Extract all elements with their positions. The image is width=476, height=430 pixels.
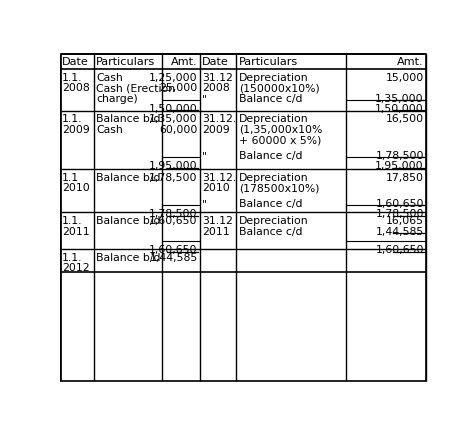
Text: 31.12.: 31.12. <box>202 172 236 183</box>
Text: 1,78,500: 1,78,500 <box>149 209 197 219</box>
Text: ": " <box>202 150 207 160</box>
Text: Depreciation: Depreciation <box>238 172 307 183</box>
Text: 16,065: 16,065 <box>385 215 423 226</box>
Text: 60,000: 60,000 <box>159 125 197 135</box>
Text: Amt.: Amt. <box>170 57 197 67</box>
Text: Amt.: Amt. <box>397 57 423 67</box>
Text: 1.1: 1.1 <box>62 172 79 183</box>
Text: 1,60,650: 1,60,650 <box>375 245 423 255</box>
Text: 1,25,000: 1,25,000 <box>149 73 197 83</box>
Text: 1.1.: 1.1. <box>62 252 82 262</box>
Text: Balance b/d: Balance b/d <box>96 114 160 124</box>
Text: Cash: Cash <box>96 125 122 135</box>
Text: 1,78,500: 1,78,500 <box>375 209 423 219</box>
Text: 1,44,585: 1,44,585 <box>149 252 197 262</box>
Text: Balance c/d: Balance c/d <box>238 150 301 160</box>
Text: 1.1.: 1.1. <box>62 215 82 226</box>
Text: 2009: 2009 <box>62 125 89 135</box>
Text: 1,60,650: 1,60,650 <box>149 245 197 255</box>
Text: 31.12: 31.12 <box>202 73 233 83</box>
Text: 1.1.: 1.1. <box>62 114 82 124</box>
Text: 2011: 2011 <box>202 226 229 236</box>
Text: 31.12: 31.12 <box>202 215 233 226</box>
Text: 2011: 2011 <box>62 226 89 236</box>
Text: Particulars: Particulars <box>238 57 298 68</box>
Text: Depreciation: Depreciation <box>238 114 307 124</box>
Text: 2009: 2009 <box>202 125 229 135</box>
Text: 1,44,585: 1,44,585 <box>375 226 423 236</box>
Text: Balance c/d: Balance c/d <box>238 226 301 236</box>
Text: Depreciation: Depreciation <box>238 215 307 226</box>
Text: 15,000: 15,000 <box>385 73 423 83</box>
Text: 1,35,000: 1,35,000 <box>375 93 423 104</box>
Text: Balance b/d: Balance b/d <box>96 215 160 226</box>
Text: 2008: 2008 <box>62 83 89 93</box>
Text: 1,60,650: 1,60,650 <box>149 215 197 226</box>
Text: 1.1.: 1.1. <box>62 73 82 83</box>
Text: 1,60,650: 1,60,650 <box>375 199 423 209</box>
Text: Date: Date <box>62 57 89 68</box>
Text: 1,35,000: 1,35,000 <box>149 114 197 124</box>
Text: ": " <box>202 93 207 104</box>
Text: (150000x10%): (150000x10%) <box>238 83 319 93</box>
Text: 2010: 2010 <box>62 183 89 193</box>
Text: 2012: 2012 <box>62 263 89 273</box>
Text: Balance b/d: Balance b/d <box>96 252 160 262</box>
Text: ": " <box>202 199 207 209</box>
Text: charge): charge) <box>96 93 138 104</box>
Text: 1,50,000: 1,50,000 <box>374 104 423 114</box>
Text: 25,000: 25,000 <box>159 83 197 93</box>
Text: Cash (Erection: Cash (Erection <box>96 83 175 93</box>
Text: (1,35,000x10%: (1,35,000x10% <box>238 125 321 135</box>
Text: 1,78,500: 1,78,500 <box>149 172 197 183</box>
Text: 1,95,000: 1,95,000 <box>375 161 423 171</box>
Text: Balance b/d: Balance b/d <box>96 172 160 183</box>
Text: 1,95,000: 1,95,000 <box>149 161 197 171</box>
Text: Depreciation: Depreciation <box>238 73 307 83</box>
Text: Particulars: Particulars <box>96 57 155 68</box>
Text: 2008: 2008 <box>202 83 229 93</box>
Text: 31.12.: 31.12. <box>202 114 236 124</box>
Text: 1,78,500: 1,78,500 <box>375 150 423 160</box>
Text: Cash: Cash <box>96 73 122 83</box>
Text: 16,500: 16,500 <box>385 114 423 124</box>
Text: 2010: 2010 <box>202 183 229 193</box>
Text: 17,850: 17,850 <box>385 172 423 183</box>
Text: Balance c/d: Balance c/d <box>238 199 301 209</box>
Text: Date: Date <box>202 57 228 68</box>
Text: 1,50,000: 1,50,000 <box>149 104 197 114</box>
Text: (178500x10%): (178500x10%) <box>238 183 318 193</box>
Text: + 60000 x 5%): + 60000 x 5%) <box>238 135 320 145</box>
Text: Balance c/d: Balance c/d <box>238 93 301 104</box>
